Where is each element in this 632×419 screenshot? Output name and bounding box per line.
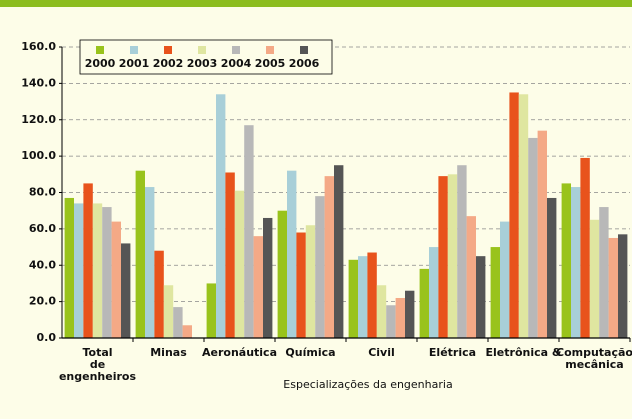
x-tick-label: Civil — [368, 346, 395, 359]
x-tick-label: Elétrica — [429, 346, 476, 359]
bar — [438, 176, 448, 338]
bar — [244, 125, 254, 338]
bar — [111, 221, 121, 338]
bar — [528, 137, 538, 338]
legend-swatch — [300, 46, 308, 54]
legend-swatch — [164, 46, 172, 54]
bar — [74, 203, 84, 338]
bar — [490, 247, 500, 338]
legend-label: 2004 — [221, 57, 252, 70]
bar — [145, 187, 155, 338]
x-tick-label: Aeronáutica — [202, 346, 277, 359]
x-tick-label: Minas — [150, 346, 187, 359]
bar — [599, 207, 609, 338]
bar — [348, 259, 358, 338]
x-tick-label: Computação mecânica — [556, 346, 632, 371]
legend-box — [79, 39, 333, 75]
y-tick-label: 0.0 — [37, 331, 57, 344]
bar — [419, 268, 429, 338]
y-tick-label: 140.0 — [21, 76, 56, 89]
bar — [305, 225, 316, 338]
legend-swatch — [266, 46, 274, 54]
bar — [367, 252, 377, 338]
legend-swatch — [96, 46, 104, 54]
bar — [277, 210, 287, 338]
bar — [447, 174, 458, 338]
bar — [253, 236, 263, 338]
legend-label: 2006 — [289, 57, 320, 70]
bar — [287, 170, 297, 338]
bar — [589, 219, 600, 338]
y-tick-label: 20.0 — [29, 295, 56, 308]
bar — [173, 307, 183, 338]
bar — [618, 234, 628, 338]
bar — [608, 237, 618, 338]
bar — [216, 94, 226, 338]
bar — [376, 285, 387, 338]
x-tick-label: Total de engenheiros — [59, 346, 137, 383]
legend-label: 2001 — [119, 57, 150, 70]
bar — [500, 221, 510, 338]
x-tick-label: Química — [285, 346, 335, 359]
bar — [92, 203, 103, 338]
bar — [334, 165, 344, 338]
legend-label: 2005 — [255, 57, 286, 70]
bar — [547, 197, 557, 338]
bar — [154, 250, 164, 338]
bar — [466, 216, 476, 338]
y-tick-label: 60.0 — [29, 222, 56, 235]
legend-swatch — [130, 46, 138, 54]
bar — [457, 165, 467, 338]
bar — [509, 92, 519, 338]
bar — [386, 305, 396, 338]
bar — [476, 256, 486, 338]
bar — [405, 290, 415, 338]
bar — [571, 187, 581, 338]
legend-label: 2003 — [187, 57, 218, 70]
legend-label: 2002 — [153, 57, 184, 70]
bar — [395, 297, 405, 338]
bar — [121, 243, 131, 338]
y-tick-label: 40.0 — [29, 258, 56, 271]
bar — [296, 232, 306, 338]
y-tick-label: 120.0 — [21, 113, 56, 126]
bar — [163, 285, 174, 338]
bar — [537, 130, 547, 338]
bar — [234, 190, 245, 338]
bar — [83, 183, 93, 338]
legend-swatch — [198, 46, 206, 54]
bar — [64, 197, 74, 338]
bar — [518, 94, 529, 338]
bar — [429, 247, 439, 338]
x-tick-label: Eletrônica & — [486, 346, 562, 359]
bar — [135, 170, 145, 338]
bar — [324, 176, 334, 338]
y-tick-label: 80.0 — [29, 186, 56, 199]
header-band — [0, 0, 632, 7]
bar — [102, 207, 112, 338]
y-tick-label: 100.0 — [21, 149, 56, 162]
bar — [263, 217, 273, 338]
y-tick-label: 160.0 — [21, 40, 56, 53]
bar — [561, 183, 571, 338]
x-axis-title: Especializações da engenharia — [283, 378, 452, 391]
legend-swatch — [232, 46, 240, 54]
legend-label: 2000 — [85, 57, 116, 70]
bar — [315, 196, 325, 338]
bar — [182, 325, 192, 338]
bar — [225, 172, 235, 338]
bar — [206, 283, 216, 338]
bar — [580, 157, 590, 338]
bar — [358, 256, 368, 338]
